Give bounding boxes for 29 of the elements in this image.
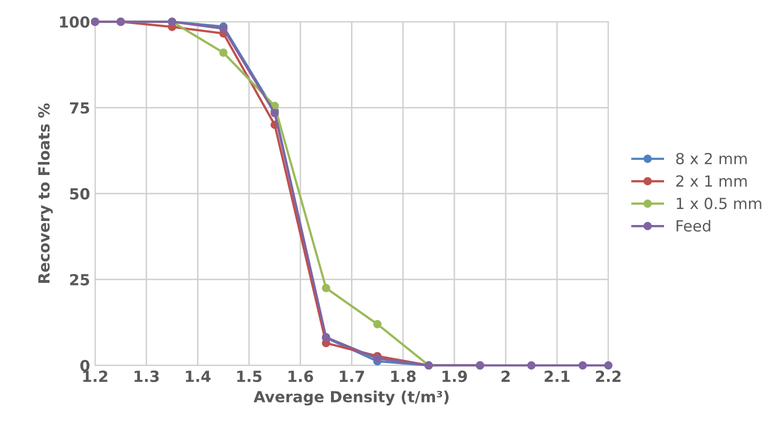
x-tick-label: 1.9 bbox=[442, 370, 467, 382]
point bbox=[604, 361, 613, 370]
point bbox=[578, 361, 587, 370]
legend-label: Feed bbox=[676, 220, 710, 232]
point bbox=[322, 284, 330, 292]
y-tick-label: 100 bbox=[60, 16, 90, 28]
x-tick-label: 1.5 bbox=[237, 370, 262, 382]
x-axis-title: Average Density (t/m³) bbox=[254, 390, 449, 406]
x-tick-label: 1.3 bbox=[134, 370, 159, 382]
point bbox=[373, 320, 382, 328]
y-axis-title: Recovery to Floats % bbox=[38, 103, 53, 283]
x-tick-label: 2.1 bbox=[544, 370, 570, 382]
y-tick-label: 50 bbox=[70, 188, 90, 200]
legend-label: 1 x 0.5 mm bbox=[676, 198, 762, 210]
y-tick-label: 0 bbox=[80, 360, 90, 372]
legend-label: 2 x 1 mm bbox=[676, 175, 747, 187]
point bbox=[527, 361, 536, 370]
legend-label: 8 x 2 mm bbox=[676, 152, 747, 164]
y-tick-label: 75 bbox=[70, 102, 90, 114]
x-tick-label: 2 bbox=[502, 370, 510, 382]
x-tick-label: 1.2 bbox=[83, 370, 108, 382]
x-tick-label: 1.7 bbox=[340, 370, 364, 382]
point bbox=[219, 48, 228, 57]
x-tick-label: 1.8 bbox=[391, 370, 416, 382]
point bbox=[373, 354, 382, 363]
x-tick-label: 1.4 bbox=[186, 370, 211, 382]
x-tick-label: 2.2 bbox=[596, 370, 621, 382]
x-tick-label: 1.6 bbox=[288, 370, 314, 382]
y-tick-label: 25 bbox=[70, 274, 90, 286]
